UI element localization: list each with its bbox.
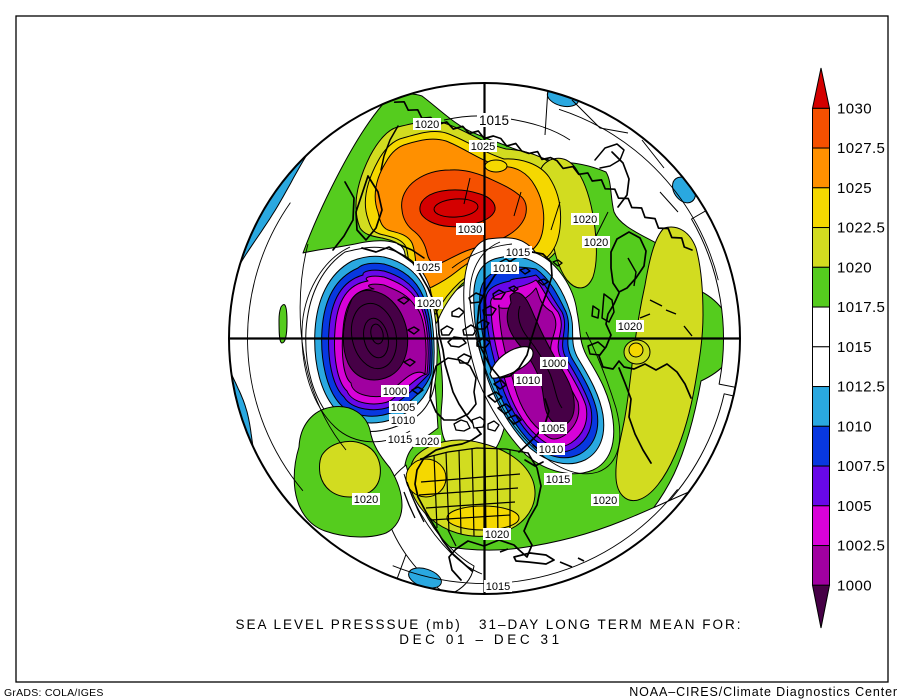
svg-text:1015: 1015 [506,247,530,259]
svg-text:1020: 1020 [618,321,642,333]
svg-text:1012.5: 1012.5 [837,379,885,396]
svg-text:1010: 1010 [493,263,517,275]
svg-text:SEA LEVEL PRESSSUE (mb) 31–D: SEA LEVEL PRESSSUE (mb) 31–DAY LONG TERM… [235,617,742,632]
svg-text:1027.5: 1027.5 [837,140,885,157]
svg-text:1015: 1015 [546,474,570,486]
svg-text:NOAA–CIRES/Climate Diagnostics: NOAA–CIRES/Climate Diagnostics Center [629,685,898,699]
svg-text:1020: 1020 [417,298,441,310]
svg-text:1010: 1010 [516,375,540,387]
svg-text:1025: 1025 [416,262,440,274]
svg-text:1020: 1020 [485,529,509,541]
svg-text:1020: 1020 [573,214,597,226]
svg-text:1005: 1005 [541,423,565,435]
svg-text:1015: 1015 [479,113,509,128]
svg-text:1015: 1015 [486,581,510,593]
svg-text:1002.5: 1002.5 [837,538,885,555]
svg-text:1017.5: 1017.5 [837,299,885,316]
svg-text:1000: 1000 [837,577,872,594]
svg-text:1020: 1020 [415,119,439,131]
svg-text:1030: 1030 [458,224,482,236]
svg-text:1030: 1030 [837,100,872,117]
svg-text:GrADS: COLA/IGES: GrADS: COLA/IGES [4,687,104,699]
svg-text:1020: 1020 [415,436,439,448]
svg-text:1025: 1025 [471,141,495,153]
svg-text:1010: 1010 [539,444,563,456]
svg-text:1007.5: 1007.5 [837,458,885,475]
svg-text:DEC 01 – DEC 31: DEC 01 – DEC 31 [399,632,563,647]
svg-text:1010: 1010 [837,418,872,435]
svg-text:1015: 1015 [388,434,412,446]
svg-text:1005: 1005 [837,498,872,515]
svg-text:1020: 1020 [837,259,872,276]
svg-text:1020: 1020 [584,237,608,249]
svg-text:1005: 1005 [391,402,415,414]
svg-text:1025: 1025 [837,180,872,197]
svg-text:1000: 1000 [383,386,407,398]
svg-text:1020: 1020 [593,495,617,507]
svg-text:1010: 1010 [391,415,415,427]
svg-text:1020: 1020 [354,494,378,506]
svg-text:1022.5: 1022.5 [837,220,885,237]
svg-text:1015: 1015 [837,339,872,356]
svg-text:1000: 1000 [542,358,566,370]
